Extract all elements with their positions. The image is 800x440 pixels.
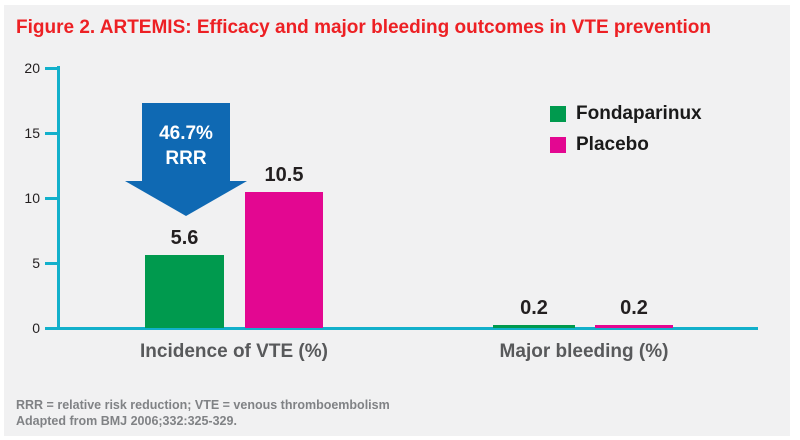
bar-value-label: 0.2	[620, 297, 648, 319]
bar-value-label: 10.5	[264, 163, 304, 186]
footnotes: RRR = relative risk reduction; VTE = ven…	[16, 397, 390, 429]
fondaparinux-swatch-icon	[550, 105, 566, 122]
y-tick-label: 20	[24, 60, 40, 76]
y-tick-label: 10	[24, 190, 40, 206]
x-axis	[45, 327, 758, 330]
y-tick	[45, 197, 58, 200]
legend-item-placebo: Placebo	[550, 135, 702, 154]
y-tick	[45, 67, 58, 70]
bar-placebo-0	[245, 191, 323, 328]
bar-placebo-1	[595, 325, 673, 328]
y-tick-label: 15	[24, 125, 40, 141]
figure-panel	[4, 5, 790, 436]
y-tick-label: 5	[32, 255, 40, 271]
bar-fondaparinux-1	[493, 325, 575, 328]
legend-item-fondaparinux: Fondaparinux	[550, 104, 702, 123]
rrr-arrow-head-icon	[125, 181, 247, 216]
legend-label-placebo: Placebo	[576, 134, 649, 155]
y-tick-label: 0	[32, 320, 40, 336]
placebo-swatch-icon	[550, 136, 566, 153]
category-label-bleeding: Major bleeding (%)	[499, 341, 669, 362]
bar-value-label: 0.2	[520, 297, 548, 319]
rrr-arrow-percent: 46.7%	[159, 123, 213, 144]
footnote-abbreviations: RRR = relative risk reduction; VTE = ven…	[16, 398, 390, 412]
rrr-arrow: 46.7% RRR	[142, 103, 230, 181]
legend: Fondaparinux Placebo	[550, 104, 702, 166]
rrr-arrow-label: RRR	[165, 148, 207, 169]
bar-value-label: 5.6	[170, 227, 199, 250]
footnote-source: Adapted from BMJ 2006;332:325-329.	[16, 414, 237, 428]
y-tick	[45, 262, 58, 265]
y-tick	[45, 132, 58, 135]
y-tick	[45, 327, 58, 330]
y-axis	[57, 66, 60, 329]
bar-fondaparinux-0	[145, 255, 224, 328]
category-label-vte: Incidence of VTE (%)	[140, 341, 328, 362]
figure-title: Figure 2. ARTEMIS: Efficacy and major bl…	[16, 17, 712, 38]
legend-label-fondaparinux: Fondaparinux	[576, 103, 702, 124]
